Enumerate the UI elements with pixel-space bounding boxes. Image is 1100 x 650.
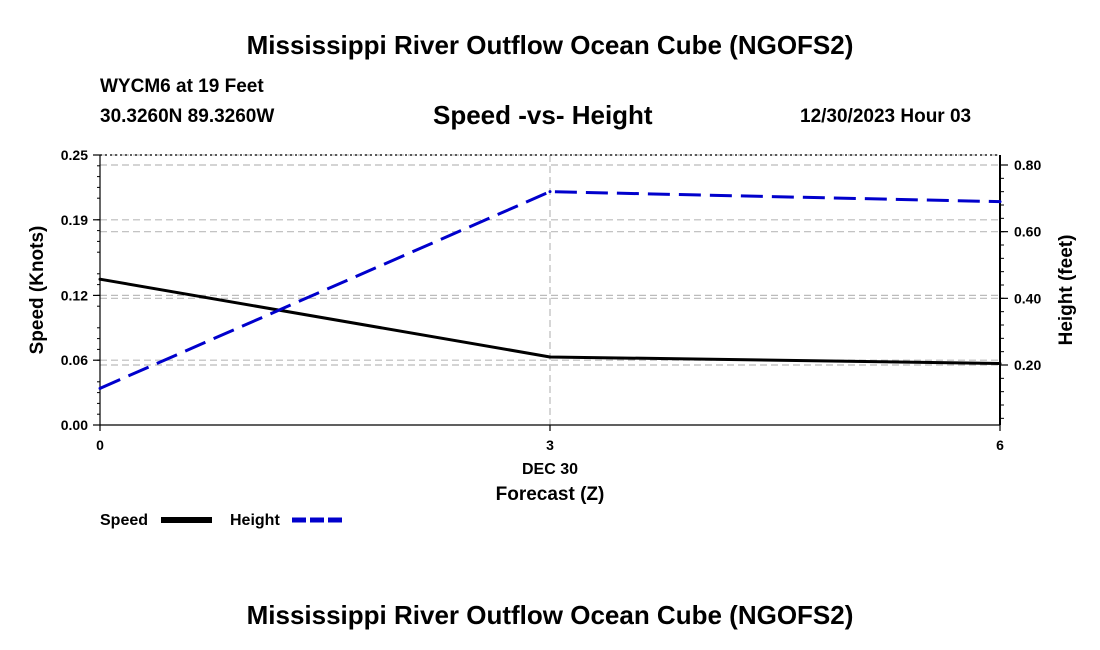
x-tick-label: 3 bbox=[546, 437, 554, 453]
series-point-height bbox=[998, 200, 1002, 204]
y-right-tick-label: 0.40 bbox=[1014, 290, 1041, 306]
y-left-axis-title: Speed (Knots) bbox=[27, 226, 48, 355]
y-right-tick-label: 0.20 bbox=[1014, 357, 1041, 373]
y-right-axis-title: Height (feet) bbox=[1056, 235, 1077, 346]
forecast-datetime: 12/30/2023 Hour 03 bbox=[800, 106, 972, 127]
y-left-tick-label: 0.12 bbox=[61, 287, 88, 303]
legend-label-speed: Speed bbox=[100, 512, 148, 529]
x-tick-label: 0 bbox=[96, 437, 104, 453]
series-point-height bbox=[548, 190, 552, 194]
plot-title: Speed -vs- Height bbox=[433, 100, 653, 130]
y-left-tick-label: 0.19 bbox=[61, 212, 88, 228]
y-left-tick-label: 0.25 bbox=[61, 147, 88, 163]
x-date-label: DEC 30 bbox=[522, 461, 578, 478]
series-point-height bbox=[98, 386, 102, 390]
y-right-tick-label: 0.80 bbox=[1014, 157, 1041, 173]
series-point-speed bbox=[548, 355, 552, 359]
legend-label-height: Height bbox=[230, 512, 280, 529]
footer-title: Mississippi River Outflow Ocean Cube (NG… bbox=[246, 600, 854, 630]
series-point-speed bbox=[98, 277, 102, 281]
x-axis-title: Forecast (Z) bbox=[496, 484, 605, 505]
x-tick-label: 6 bbox=[996, 437, 1004, 453]
series-line-height bbox=[99, 190, 1001, 390]
y-right-tick-label: 0.60 bbox=[1014, 224, 1041, 240]
page-title: Mississippi River Outflow Ocean Cube (NG… bbox=[246, 30, 854, 60]
y-left-tick-label: 0.06 bbox=[61, 352, 88, 368]
station-coords: 30.3260N 89.3260W bbox=[100, 106, 275, 127]
series-point-speed bbox=[998, 361, 1002, 365]
station-label: WYCM6 at 19 Feet bbox=[100, 76, 264, 97]
y-left-tick-label: 0.00 bbox=[61, 417, 88, 433]
